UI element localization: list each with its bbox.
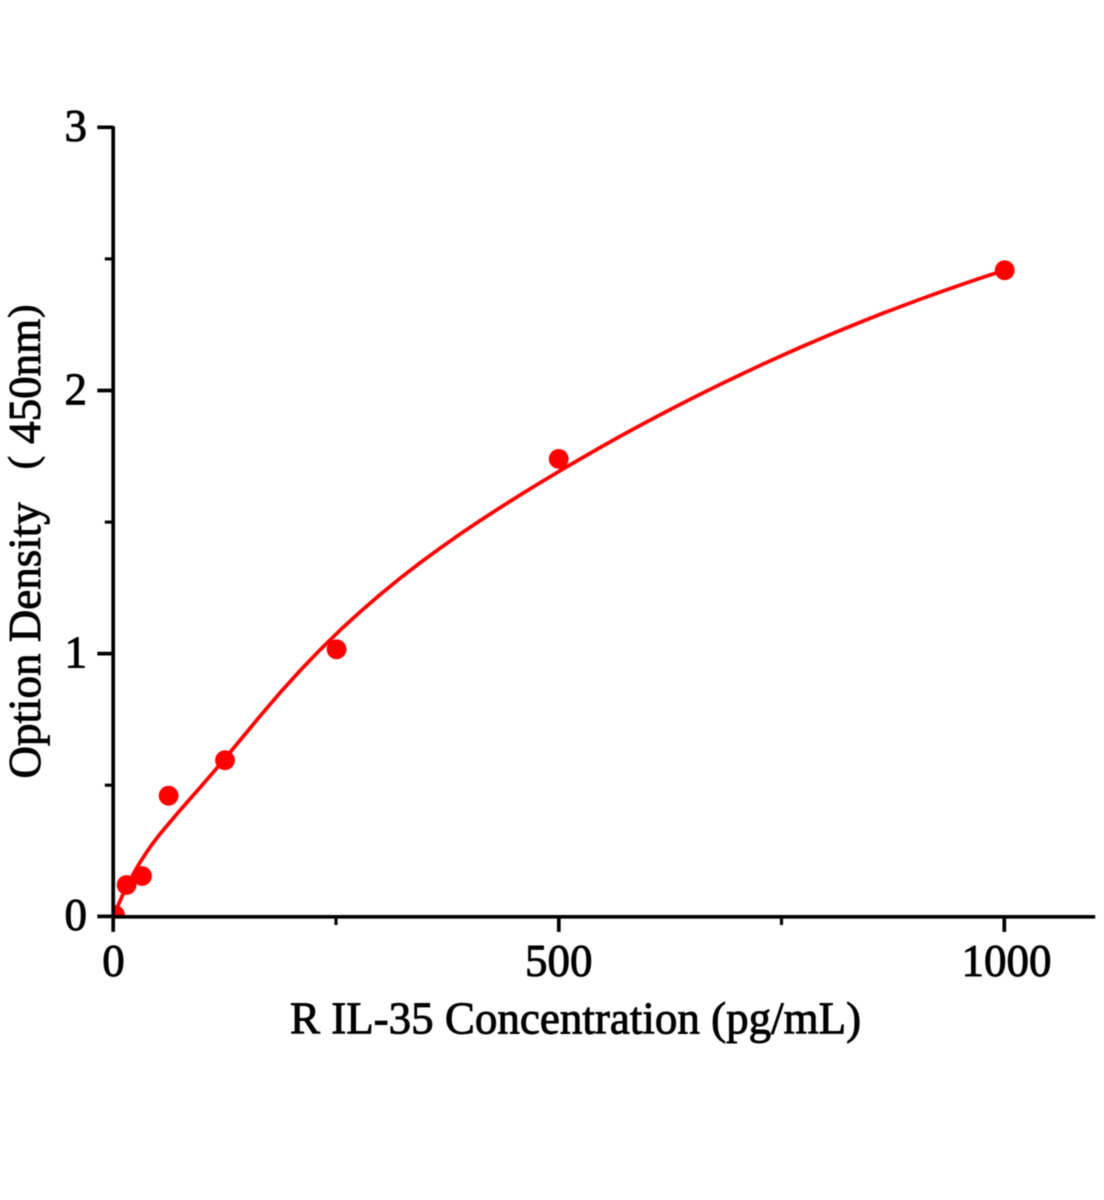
svg-text:Option Density(450nm): Option Density(450nm) (0, 305, 50, 779)
svg-text:2: 2 (65, 364, 88, 414)
svg-text:3: 3 (65, 101, 88, 151)
svg-text:0: 0 (65, 890, 88, 940)
svg-text:0: 0 (102, 936, 125, 986)
svg-text:500: 500 (525, 936, 593, 986)
svg-text:1: 1 (65, 627, 88, 677)
svg-text:1000: 1000 (962, 936, 1052, 986)
svg-text:R IL-35 Concentration (pg/mL): R IL-35 Concentration (pg/mL) (290, 994, 861, 1044)
